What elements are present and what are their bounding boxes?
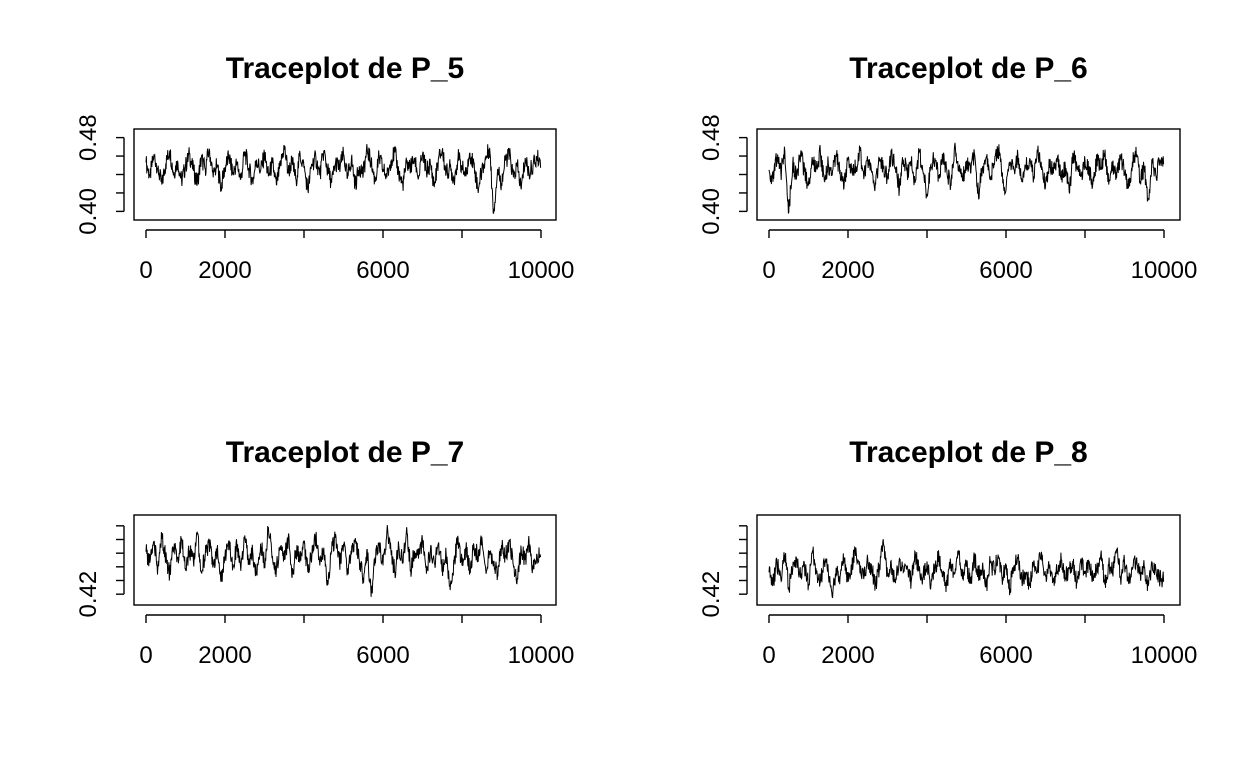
- chart-title: Traceplot de P_7: [226, 436, 464, 469]
- trace-series: [768, 142, 1165, 214]
- x-tick-label: 10000: [1131, 257, 1198, 284]
- panel-4: Traceplot de P_8 0 2000 6000 10000 0.42: [698, 436, 1197, 669]
- plot-frame: [756, 514, 1181, 606]
- y-tick-label: 0.42: [75, 571, 102, 618]
- panel-1: Traceplot de P_5 0 2000 6000 10000 0.40 0.48: [75, 52, 574, 284]
- y-tick-label: 0.48: [75, 114, 102, 161]
- x-tick-label: 6000: [979, 642, 1032, 669]
- y-tick-label: 0.48: [698, 114, 725, 161]
- chart-title: Traceplot de P_8: [849, 436, 1087, 469]
- y-tick-label: 0.40: [75, 188, 102, 235]
- chart-title: Traceplot de P_5: [226, 52, 464, 85]
- x-tick-label: 6000: [356, 257, 409, 284]
- x-tick-label: 2000: [821, 257, 874, 284]
- x-tick-label: 10000: [1131, 642, 1198, 669]
- x-tick-label: 2000: [198, 642, 251, 669]
- x-tick-label: 6000: [979, 257, 1032, 284]
- panel-2: Traceplot de P_6 0 2000 6000 10000 0.40 0.48: [698, 52, 1197, 284]
- x-tick-label: 10000: [508, 257, 575, 284]
- plot-frame: [133, 128, 557, 221]
- trace-series: [145, 524, 542, 597]
- x-tick-label: 2000: [198, 257, 251, 284]
- panel-3: Traceplot de P_7 0 2000 6000 10000 0.42: [75, 436, 574, 669]
- chart-title: Traceplot de P_6: [849, 52, 1087, 85]
- y-tick-label: 0.40: [698, 188, 725, 235]
- plot-frame: [756, 128, 1181, 221]
- x-tick-label: 2000: [821, 642, 874, 669]
- trace-series: [768, 539, 1165, 599]
- trace-series: [145, 144, 542, 214]
- x-tick-label: 10000: [508, 642, 575, 669]
- x-tick-label: 0: [762, 257, 775, 284]
- y-tick-label: 0.42: [698, 571, 725, 618]
- x-tick-label: 0: [139, 642, 152, 669]
- plot-frame: [133, 514, 557, 606]
- x-tick-label: 6000: [356, 642, 409, 669]
- x-tick-label: 0: [762, 642, 775, 669]
- x-tick-label: 0: [139, 257, 152, 284]
